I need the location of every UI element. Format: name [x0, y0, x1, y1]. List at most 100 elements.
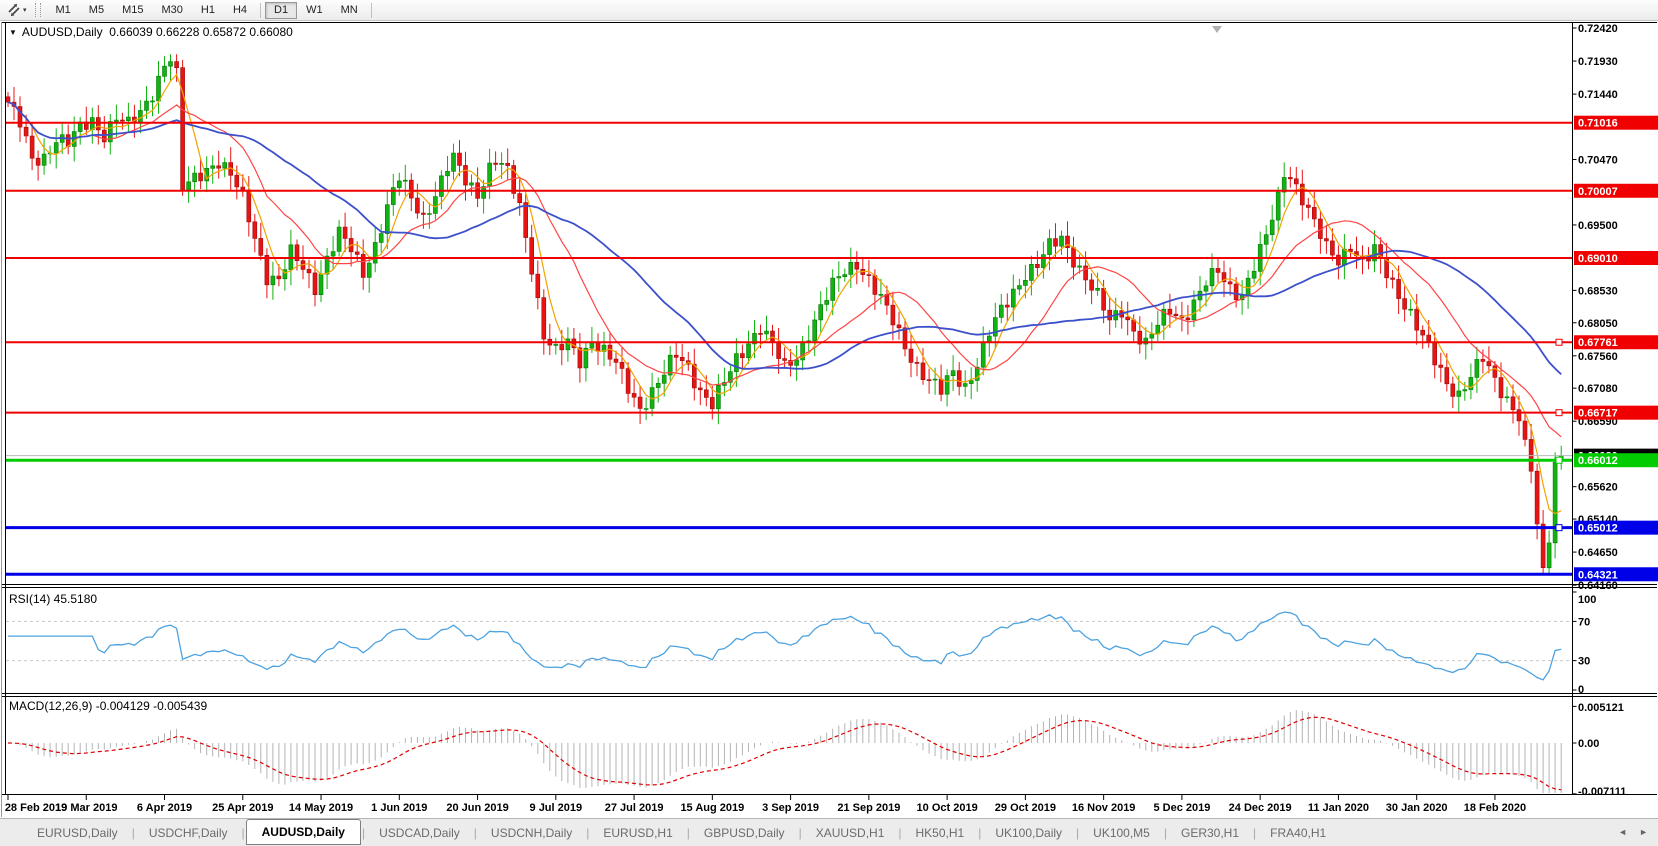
ohlc-values: 0.66039 0.66228 0.65872 0.66080	[109, 25, 293, 39]
hline-handle[interactable]	[1555, 409, 1563, 417]
price-level-badge: 0.66012	[1574, 453, 1658, 468]
moving-average-medium	[7, 101, 1562, 438]
macd-indicator-label: MACD(12,26,9) -0.004129 -0.005439	[9, 699, 208, 713]
date-label: 20 Jun 2019	[446, 802, 508, 814]
tab-separator: |	[586, 825, 590, 840]
macd-histogram	[13, 710, 1562, 793]
svg-text:0.69010: 0.69010	[1578, 253, 1618, 265]
chart-window[interactable]: 0.72420 0.71930 0.71440 0.70470 0.69500 0.685…	[0, 21, 1658, 818]
tab-separator: |	[473, 825, 477, 840]
chart-tab-uk100-daily[interactable]: UK100,Daily	[995, 825, 1063, 840]
tab-separator: |	[898, 825, 902, 840]
svg-text:0.68050: 0.68050	[1578, 318, 1618, 330]
hline-handle[interactable]	[1555, 524, 1563, 532]
date-label: 5 Dec 2019	[1153, 802, 1210, 814]
moving-average-slow	[7, 101, 1562, 376]
timeframe-button-d1[interactable]: D1	[265, 1, 298, 19]
svg-text:-0.007111: -0.007111	[1578, 786, 1626, 798]
chart-tab-ger30-h1[interactable]: GER30,H1	[1180, 825, 1240, 840]
timeframe-button-m5[interactable]: M5	[80, 2, 113, 19]
tabs-scroll-left-icon[interactable]: ◄	[1618, 827, 1628, 837]
svg-text:0.00: 0.00	[1578, 738, 1599, 750]
tab-separator: |	[361, 825, 366, 840]
chart-collapse-icon[interactable]: ▼	[9, 28, 17, 37]
horizontal-lines	[6, 121, 1572, 576]
dropdown-caret-icon[interactable]: ▾	[23, 7, 27, 14]
svg-text:0.65012: 0.65012	[1578, 523, 1618, 535]
rsi-indicator-label: RSI(14) 45.5180	[9, 592, 98, 606]
tab-separator: |	[241, 825, 245, 840]
svg-text:0.67080: 0.67080	[1578, 383, 1618, 395]
chart-tab-fra40-h1[interactable]: FRA40,H1	[1270, 825, 1327, 840]
svg-text:0.71440: 0.71440	[1578, 89, 1618, 101]
date-label: 24 Dec 2019	[1229, 802, 1292, 814]
svg-text:70: 70	[1578, 616, 1590, 628]
chart-tab-uk100-m5[interactable]: UK100,M5	[1093, 825, 1150, 840]
symbol-timeframe-label: AUDUSD,Daily	[21, 25, 103, 39]
rsi-line	[8, 611, 1562, 681]
chart-tab-eurusd-daily[interactable]: EURUSD,Daily	[37, 825, 118, 840]
tabbar-scroll: ◄ ►	[1618, 827, 1648, 837]
date-label: 18 Feb 2020	[1464, 802, 1526, 814]
chart-tools-icon[interactable]	[6, 3, 22, 17]
macd-signal-line	[7, 716, 1562, 791]
chart-tab-usdcad-daily[interactable]: USDCAD,Daily	[379, 825, 460, 840]
tab-separator: |	[1076, 825, 1080, 840]
timeframe-button-m1[interactable]: M1	[47, 2, 80, 19]
chart-shift-marker-icon[interactable]	[1212, 26, 1222, 33]
toolbar-separator	[260, 2, 262, 18]
bottom-tabbar-items: EURUSD,Daily | USDCHF,Daily | AUDUSD,Daily | U…	[24, 818, 1339, 846]
timeframe-button-h4[interactable]: H4	[224, 2, 256, 19]
chart-tab-eurusd-h1[interactable]: EURUSD,H1	[603, 825, 673, 840]
price-level-badge: 0.71016	[1574, 115, 1658, 130]
chart-tab-gbpusd-daily[interactable]: GBPUSD,Daily	[703, 825, 785, 840]
svg-text:30: 30	[1578, 656, 1590, 668]
macd-plot	[7, 710, 1562, 793]
date-label: 1 Jun 2019	[371, 802, 427, 814]
date-label: 21 Sep 2019	[837, 802, 900, 814]
timeframe-button-m15[interactable]: M15	[113, 2, 152, 19]
hline-handle[interactable]	[1555, 338, 1563, 346]
svg-text:0.71016: 0.71016	[1578, 118, 1618, 130]
svg-text:0.72420: 0.72420	[1578, 23, 1618, 35]
chart-tab-xauusd-h1[interactable]: XAUUSD,H1	[815, 825, 885, 840]
toolbar-separator	[370, 2, 372, 18]
tabs-scroll-right-icon[interactable]: ►	[1639, 827, 1648, 837]
svg-text:0.68530: 0.68530	[1578, 285, 1618, 297]
hline-handle[interactable]	[1555, 456, 1563, 464]
chart-tab-audusd-daily[interactable]: AUDUSD,Daily	[245, 818, 361, 845]
price-level-badge: 0.70007	[1574, 183, 1658, 198]
svg-text:0.64321: 0.64321	[1578, 569, 1618, 581]
chart-tab-usdcnh-daily[interactable]: USDCNH,Daily	[490, 825, 573, 840]
date-label: 27 Jul 2019	[605, 802, 664, 814]
rsi-axis: 100 70 30 0	[1572, 591, 1596, 696]
svg-text:0.70470: 0.70470	[1578, 155, 1618, 167]
svg-text:0: 0	[1578, 684, 1584, 696]
date-label: 28 Feb 2019	[5, 802, 67, 814]
macd-axis: 0.005121 0.00 -0.007111	[1572, 702, 1626, 798]
date-label: 9 Jul 2019	[530, 802, 583, 814]
svg-text:0.64160: 0.64160	[1578, 580, 1618, 592]
svg-text:0.65620: 0.65620	[1578, 482, 1618, 494]
chart-canvas[interactable]: 0.72420 0.71930 0.71440 0.70470 0.69500 0.685…	[0, 21, 1658, 818]
svg-text:0.64650: 0.64650	[1578, 547, 1618, 559]
timeframe-button-w1[interactable]: W1	[297, 2, 332, 19]
chart-tab-hk50-h1[interactable]: HK50,H1	[915, 825, 965, 840]
tab-separator: |	[131, 825, 135, 840]
svg-text:0.66012: 0.66012	[1578, 455, 1618, 467]
date-label: 3 Sep 2019	[762, 802, 819, 814]
timeframe-button-m30[interactable]: M30	[152, 2, 191, 19]
price-level-badge: 0.69010	[1574, 251, 1658, 266]
timeframe-button-h1[interactable]: H1	[192, 2, 224, 19]
date-label: 11 Jan 2020	[1308, 802, 1369, 814]
chart-tab-usdchf-daily[interactable]: USDCHF,Daily	[148, 825, 228, 840]
svg-text:0.70007: 0.70007	[1578, 186, 1618, 198]
svg-text:0.67761: 0.67761	[1578, 337, 1618, 349]
timeframe-button-mn[interactable]: MN	[332, 2, 367, 19]
tab-separator: |	[1163, 825, 1167, 840]
panel-borders	[1, 22, 1657, 817]
date-label: 30 Jan 2020	[1386, 802, 1448, 814]
svg-text:0.005121: 0.005121	[1578, 702, 1624, 714]
moving-average-fast	[7, 73, 1562, 515]
